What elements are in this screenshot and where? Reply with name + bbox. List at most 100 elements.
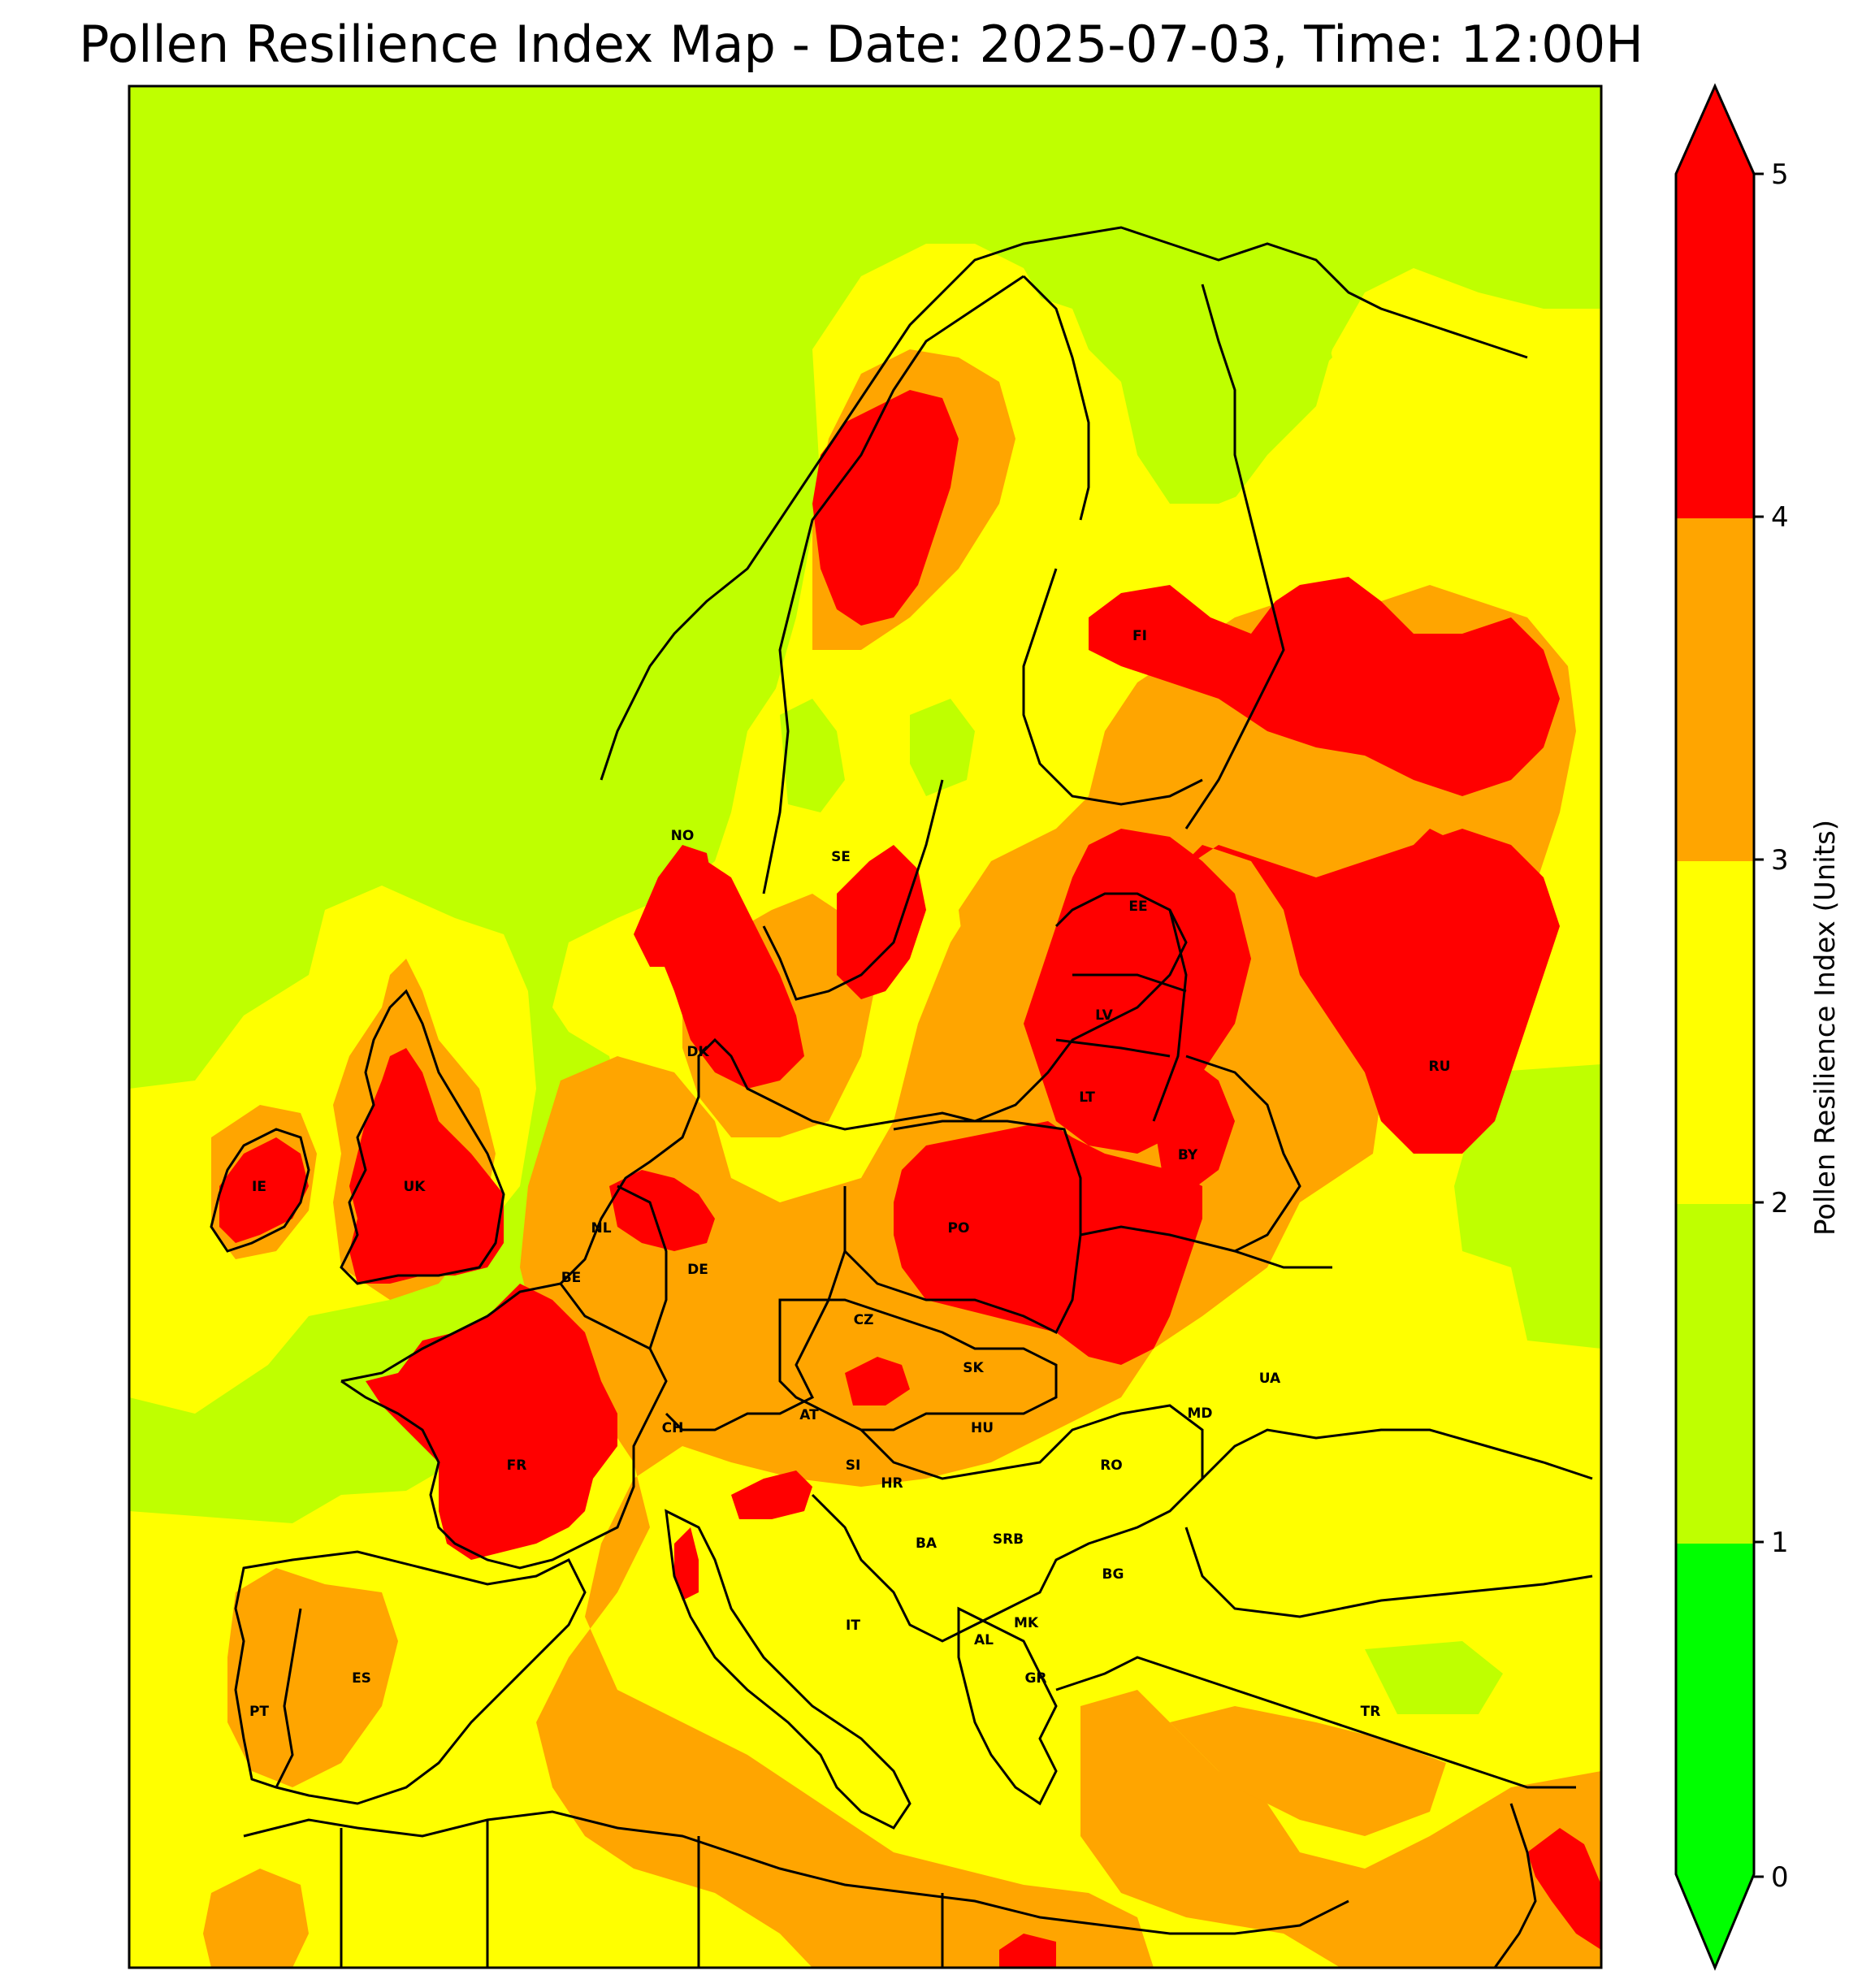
label-NO: NO xyxy=(671,828,695,844)
band-level-3-turkey-south xyxy=(1170,1706,1446,1836)
border-fr xyxy=(340,1283,668,1570)
border-no-se xyxy=(762,275,1024,894)
border-by-ru xyxy=(1185,1055,1301,1253)
band-level-1-turkey xyxy=(1365,1641,1503,1714)
border-by-ua xyxy=(1080,1225,1332,1269)
colorbar-tick-label-4: 4 xyxy=(1771,501,1789,534)
border-po xyxy=(843,1120,1082,1335)
band-level-3-north-africa xyxy=(203,1869,309,1968)
label-IT: IT xyxy=(846,1618,860,1634)
band-level-4-finland-russia xyxy=(1089,577,1560,796)
label-NL: NL xyxy=(591,1220,611,1237)
band-level-4-italy-west xyxy=(674,1527,699,1600)
band-level-3-south xyxy=(1080,1690,1601,1968)
colorbar: 0 1 2 3 4 5 Pollen Resilience Index (Uni… xyxy=(1674,83,1842,1971)
band-level-1-sweden-2 xyxy=(910,699,975,796)
colorbar-band-1-2 xyxy=(1676,1202,1754,1544)
label-RU: RU xyxy=(1429,1059,1451,1075)
coastline-sweden-east xyxy=(762,779,944,1001)
colorbar-band-2-3 xyxy=(1676,860,1754,1204)
band-level-4-scandinavia-south xyxy=(634,845,715,967)
coastline-greece xyxy=(957,1606,1058,1806)
colorbar-tick-label-1: 1 xyxy=(1771,1527,1789,1559)
band-level-1-arctic-east xyxy=(1186,268,1332,390)
band-level-1-sweden xyxy=(780,699,845,812)
index-field xyxy=(129,86,1601,1968)
band-level-4-libya xyxy=(999,1934,1056,1968)
label-UA: UA xyxy=(1259,1371,1281,1387)
coastline-italy xyxy=(665,1509,912,1830)
label-HU: HU xyxy=(971,1420,994,1436)
band-level-4-norway xyxy=(812,390,959,626)
coastline-iberia xyxy=(234,1550,587,1805)
label-LV: LV xyxy=(1095,1007,1113,1024)
label-BY: BY xyxy=(1178,1147,1198,1163)
band-level-4-france xyxy=(366,1284,617,1560)
label-SI: SI xyxy=(846,1457,861,1474)
label-CH: CH xyxy=(662,1420,684,1436)
coastlines-borders xyxy=(210,226,1593,1968)
label-HR: HR xyxy=(881,1475,903,1492)
colorbar-extend-min xyxy=(1676,1874,1754,1968)
coastline-black-sea xyxy=(1184,1428,1593,1618)
colorbar-tick-label-2: 2 xyxy=(1771,1187,1789,1219)
border-de xyxy=(617,1185,847,1431)
label-SK: SK xyxy=(963,1360,984,1376)
colorbar-band-3-4 xyxy=(1676,517,1754,861)
label-AL: AL xyxy=(974,1632,994,1648)
coastline-uk xyxy=(340,989,505,1285)
band-level-4-ireland xyxy=(219,1137,309,1243)
country-labels: NO SE FI EE LV LT RU BY DK IE UK NL BE D… xyxy=(249,628,1450,1720)
band-level-4-italy-north xyxy=(731,1470,812,1519)
band-level-4-belarus-east xyxy=(1154,1056,1235,1194)
label-UK: UK xyxy=(404,1179,427,1195)
coastline-finland-west xyxy=(1022,568,1203,806)
border-baltics xyxy=(1055,909,1188,1122)
colorbar-label: Pollen Resilience Index (Units) xyxy=(1809,820,1842,1236)
band-level-4-sweden-east xyxy=(837,845,926,999)
label-TR: TR xyxy=(1361,1704,1381,1720)
coastline-scandinavia xyxy=(600,226,1528,781)
map-frame xyxy=(128,84,1603,1969)
label-PO: PO xyxy=(948,1220,970,1237)
coastline-baltic-east xyxy=(974,892,1188,1123)
band-level-4-czech xyxy=(845,1357,910,1405)
label-DE: DE xyxy=(687,1262,708,1278)
label-SE: SE xyxy=(831,849,851,865)
label-IE: IE xyxy=(252,1179,266,1195)
label-CZ: CZ xyxy=(854,1312,874,1328)
band-level-2-west xyxy=(129,886,536,1414)
band-level-4-netherlands xyxy=(609,1170,715,1251)
label-SRB: SRB xyxy=(993,1531,1024,1548)
label-AT: AT xyxy=(799,1407,819,1423)
band-level-4-russia-east xyxy=(1381,829,1479,991)
colorbar-tick-label-3: 3 xyxy=(1771,844,1789,877)
band-level-4-poland-belarus xyxy=(894,1121,1202,1365)
label-LT: LT xyxy=(1079,1089,1095,1106)
border-balkan xyxy=(811,1404,1204,1643)
colorbar-band-0-1 xyxy=(1676,1542,1754,1877)
coastline-turkey xyxy=(1055,1656,1576,1789)
coastline-ireland xyxy=(210,1128,310,1253)
label-GR: GR xyxy=(1024,1670,1046,1687)
border-se-fi xyxy=(1022,275,1090,521)
label-BE: BE xyxy=(561,1270,582,1286)
label-FI: FI xyxy=(1132,628,1147,644)
coastline-north-africa xyxy=(243,1810,1349,1935)
band-level-3-iberia xyxy=(227,1568,398,1787)
label-ES: ES xyxy=(352,1670,371,1687)
colorbar-tick-label-0: 0 xyxy=(1771,1861,1789,1894)
border-es-pt xyxy=(275,1608,302,1788)
label-FR: FR xyxy=(507,1457,527,1474)
border-fi-ru xyxy=(1184,284,1285,829)
label-PT: PT xyxy=(249,1704,269,1720)
label-MD: MD xyxy=(1187,1405,1212,1422)
label-BG: BG xyxy=(1102,1566,1124,1583)
label-BA: BA xyxy=(916,1535,937,1552)
colorbar-outline xyxy=(1674,83,1756,1971)
band-level-1-east xyxy=(1454,1064,1601,1349)
band-level-4-cyprus-levant xyxy=(1527,1828,1601,1950)
colorbar-extend-max xyxy=(1676,86,1754,174)
colorbar-tick-label-5: 5 xyxy=(1771,158,1789,191)
